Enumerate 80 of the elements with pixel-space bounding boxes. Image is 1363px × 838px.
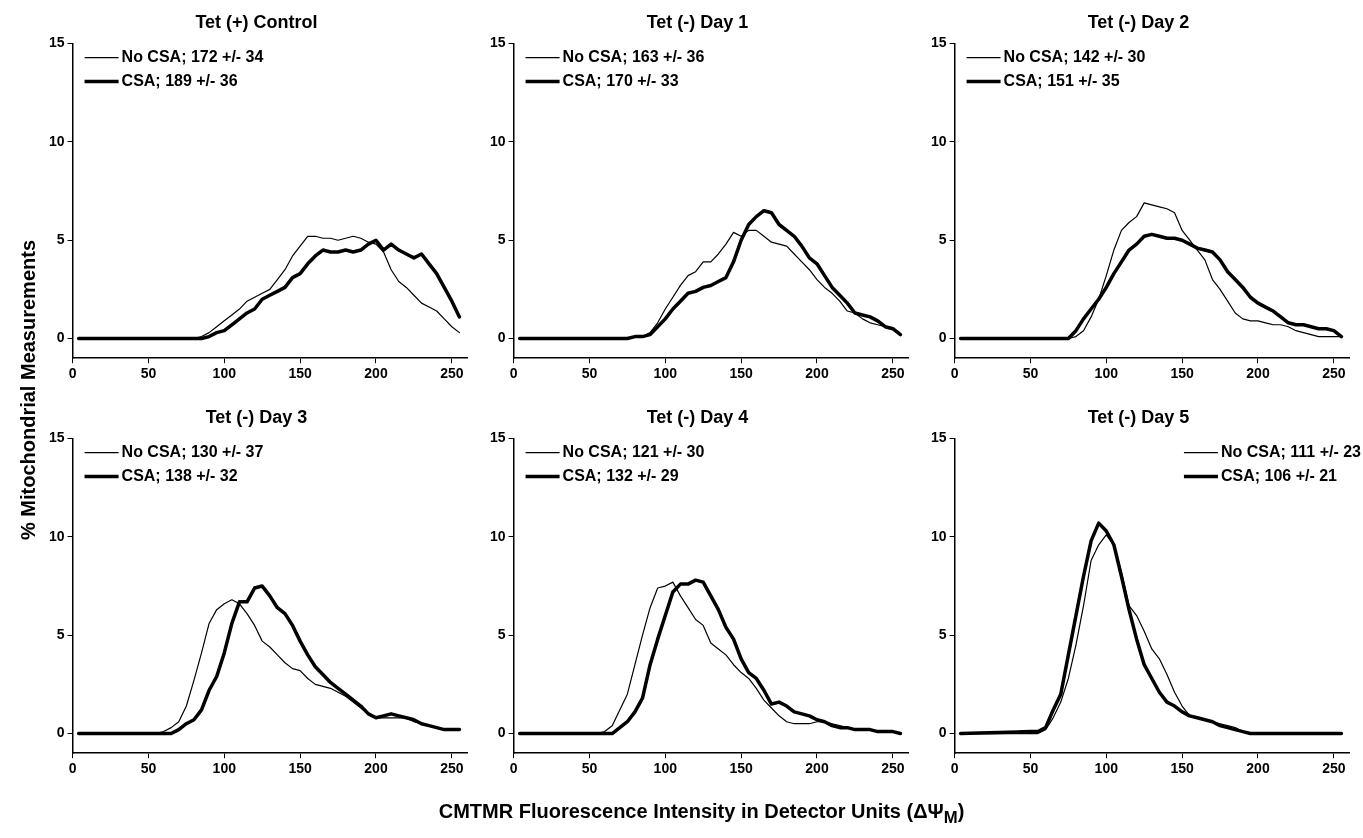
x-tick-label: 100	[1094, 365, 1119, 382]
y-tick-label: 15	[48, 34, 65, 51]
y-tick-label: 0	[497, 329, 506, 346]
y-tick-label: 0	[497, 724, 506, 741]
x-tick-label: 250	[1322, 760, 1346, 777]
x-tick-label: 200	[805, 760, 829, 777]
x-tick-label: 200	[805, 365, 829, 382]
x-tick-label: 250	[1322, 365, 1346, 382]
chart-title: Tet (-) Day 2	[1087, 11, 1190, 32]
legend-label: No CSA; 130 +/- 37	[121, 443, 264, 461]
legend-label: No CSA; 163 +/- 36	[562, 48, 705, 66]
chart-title: Tet (-) Day 1	[646, 11, 749, 32]
y-tick-label: 0	[938, 724, 947, 741]
x-tick-label: 150	[1170, 760, 1195, 777]
y-tick-label: 15	[930, 429, 947, 446]
legend-label: No CSA; 111 +/- 23	[1220, 443, 1362, 461]
x-tick-label: 50	[581, 365, 598, 382]
x-tick-label: 100	[212, 760, 237, 777]
x-tick-label: 200	[364, 760, 388, 777]
y-tick-label: 15	[489, 429, 506, 446]
x-tick-label: 200	[1246, 760, 1270, 777]
legend-label: CSA; 151 +/- 35	[1003, 72, 1120, 90]
x-tick-label: 50	[581, 760, 598, 777]
legend-label: CSA; 170 +/- 33	[562, 72, 679, 90]
x-tick-label: 200	[1246, 365, 1270, 382]
y-tick-label: 10	[48, 132, 65, 149]
y-tick-label: 0	[56, 724, 65, 741]
x-tick-label: 100	[212, 365, 237, 382]
y-tick-label: 10	[489, 527, 506, 544]
y-tick-label: 15	[489, 34, 506, 51]
y-tick-label: 5	[56, 231, 65, 248]
x-tick-label: 250	[881, 760, 905, 777]
y-axis-title: % Mitochondrial Measurements	[16, 239, 40, 541]
x-tick-label: 250	[440, 760, 464, 777]
x-tick-label: 100	[653, 365, 678, 382]
x-tick-label: 50	[1022, 365, 1039, 382]
y-tick-label: 15	[930, 34, 947, 51]
x-tick-label: 150	[288, 760, 313, 777]
y-tick-label: 5	[56, 626, 65, 643]
y-tick-label: 5	[497, 626, 506, 643]
x-tick-label: 100	[653, 760, 678, 777]
chart-title: Tet (-) Day 3	[205, 406, 308, 427]
x-tick-label: 250	[440, 365, 464, 382]
x-tick-label: 0	[68, 760, 77, 777]
y-tick-label: 15	[48, 429, 65, 446]
x-tick-label: 0	[950, 760, 959, 777]
y-tick-label: 10	[489, 132, 506, 149]
x-axis-title: CMTMR Fluorescence Intensity in Detector Units (ΔΨ$_{M}$)	[437, 800, 966, 828]
x-tick-label: 50	[1022, 760, 1039, 777]
x-tick-label: 0	[509, 760, 518, 777]
x-tick-label: 0	[509, 365, 518, 382]
x-tick-label: 50	[140, 365, 157, 382]
y-tick-label: 10	[930, 527, 947, 544]
y-tick-label: 0	[938, 329, 947, 346]
y-tick-label: 0	[56, 329, 65, 346]
x-tick-label: 100	[1094, 760, 1119, 777]
legend-label: No CSA; 172 +/- 34	[121, 48, 264, 66]
x-tick-label: 150	[288, 365, 313, 382]
chart-title: Tet (-) Day 5	[1087, 406, 1190, 427]
chart-title: Tet (-) Day 4	[646, 406, 749, 427]
x-tick-label: 250	[881, 365, 905, 382]
x-tick-label: 150	[1170, 365, 1195, 382]
x-tick-label: 200	[364, 365, 388, 382]
legend-label: No CSA; 142 +/- 30	[1003, 48, 1146, 66]
legend-label: CSA; 189 +/- 36	[121, 72, 238, 90]
x-tick-label: 0	[950, 365, 959, 382]
y-tick-label: 5	[938, 626, 947, 643]
x-tick-label: 0	[68, 365, 77, 382]
x-tick-label: 150	[729, 365, 754, 382]
chart-title: Tet (+) Control	[195, 11, 318, 32]
x-tick-label: 150	[729, 760, 754, 777]
y-tick-label: 10	[930, 132, 947, 149]
legend-label: No CSA; 121 +/- 30	[562, 443, 705, 461]
legend-label: CSA; 106 +/- 21	[1220, 467, 1338, 485]
y-tick-label: 5	[497, 231, 506, 248]
x-tick-label: 50	[140, 760, 157, 777]
legend-label: CSA; 132 +/- 29	[562, 467, 679, 485]
y-tick-label: 10	[48, 527, 65, 544]
legend-label: CSA; 138 +/- 32	[121, 467, 238, 485]
y-tick-label: 5	[938, 231, 947, 248]
